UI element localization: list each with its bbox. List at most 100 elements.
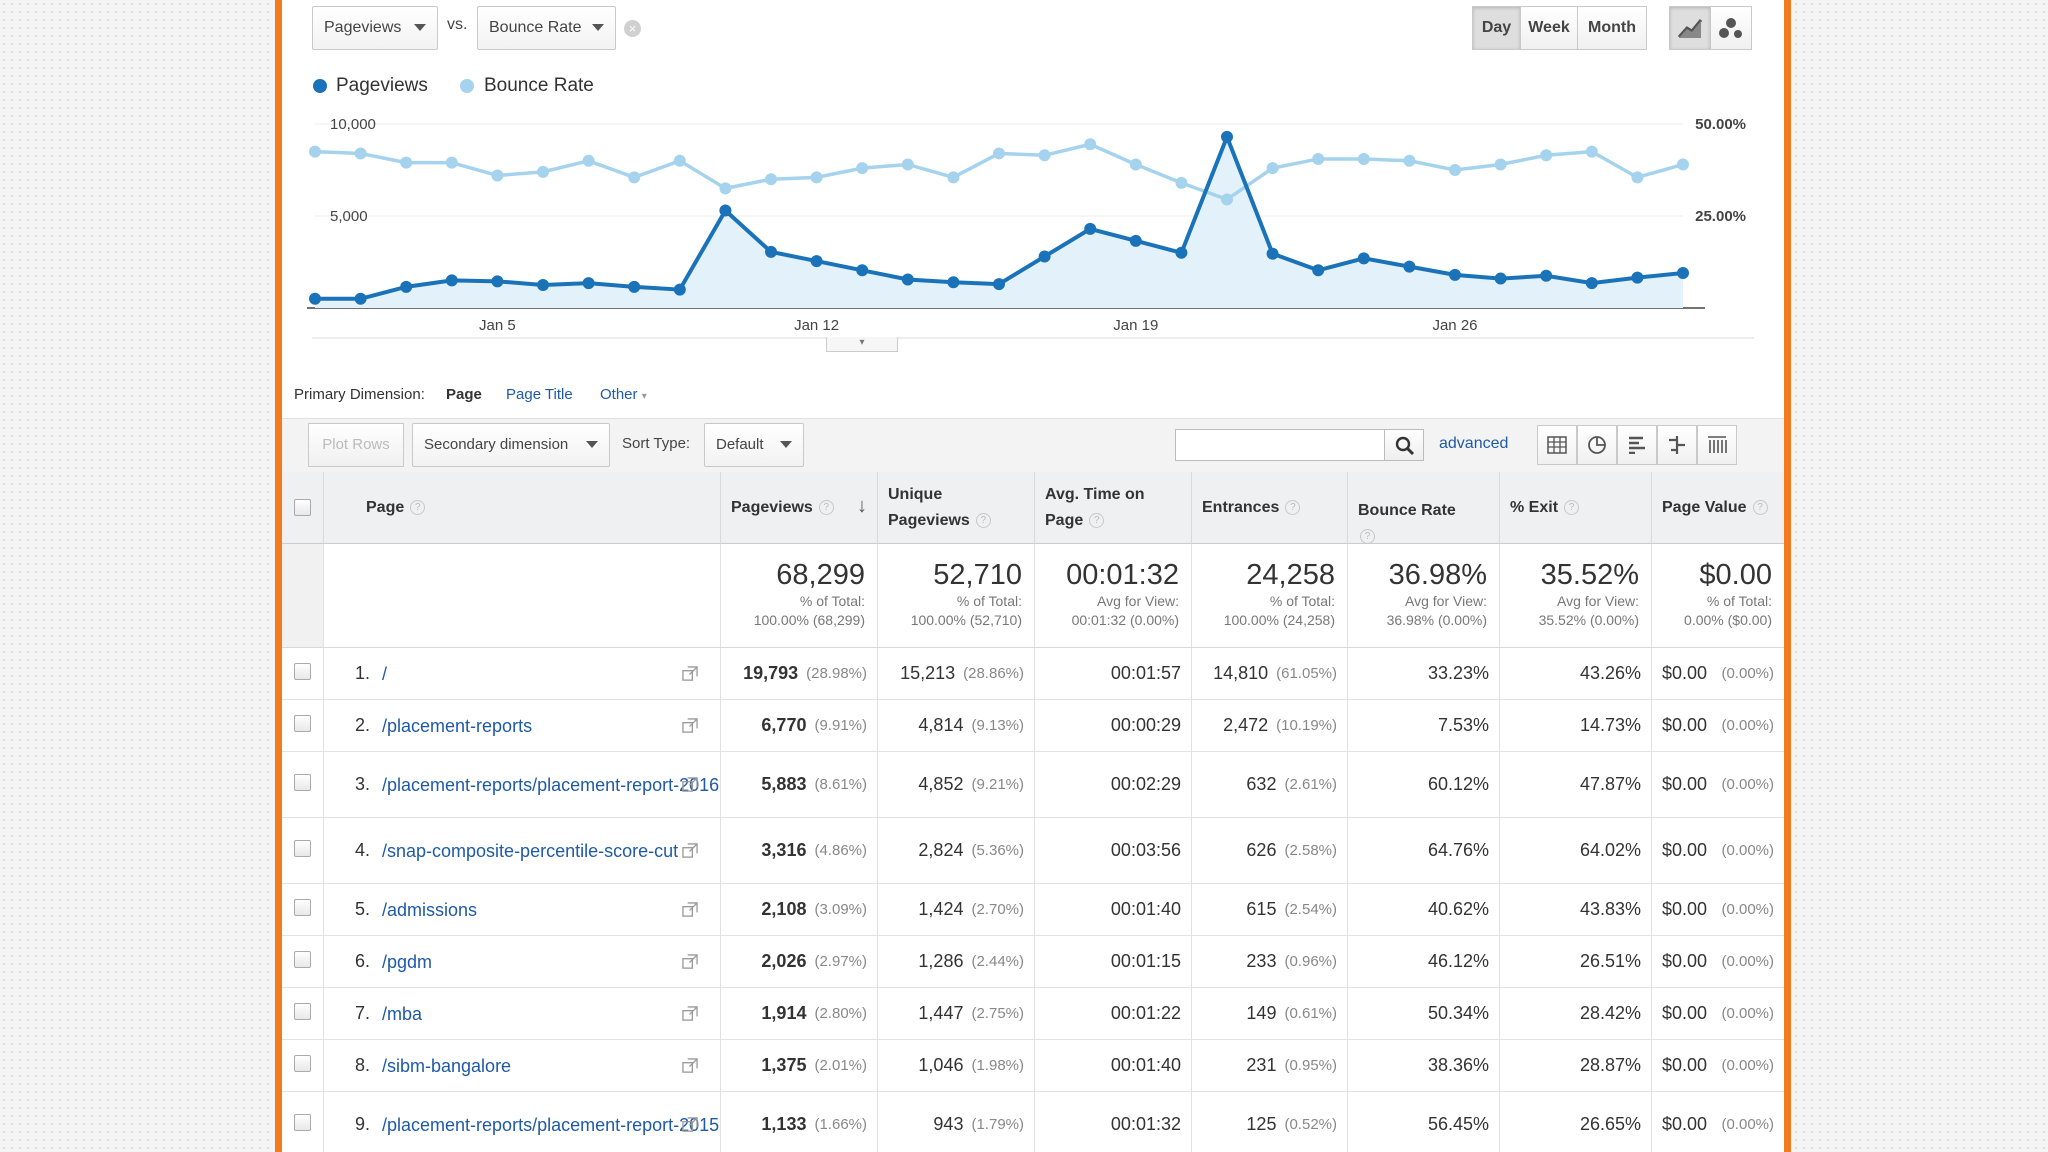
- page-link[interactable]: /: [382, 663, 388, 684]
- dimension-other[interactable]: Other ▾: [600, 386, 647, 403]
- row-checkbox[interactable]: [294, 1003, 311, 1020]
- page-link[interactable]: /mba: [382, 1003, 423, 1024]
- page-link[interactable]: /placement-reports: [382, 715, 533, 736]
- table-row: 7. /mba 1,914 (2.80%) 1,447 (2.75%) 00:01:22 14…: [282, 988, 1784, 1040]
- metric-cell: 125 (0.52%): [1192, 1092, 1348, 1152]
- header-avg-time[interactable]: Avg. Time on Page?: [1035, 472, 1192, 544]
- metric-value: 00:01:40: [1110, 899, 1181, 919]
- pageviews-legend-dot: [313, 79, 327, 93]
- advanced-link[interactable]: advanced: [1439, 435, 1509, 452]
- pageviews-point: [947, 276, 960, 289]
- remove-comparison-icon[interactable]: ×: [624, 20, 641, 37]
- page-link[interactable]: /placement-reports/placement-report-2015: [382, 1114, 720, 1135]
- table-view-icon[interactable]: [1537, 425, 1577, 465]
- collapse-chart-handle[interactable]: ▾: [826, 337, 898, 352]
- bounce-rate-point: [1266, 162, 1279, 175]
- select-all-checkbox[interactable]: [294, 499, 311, 516]
- secondary-dimension-select[interactable]: Secondary dimension: [412, 423, 610, 467]
- help-icon[interactable]: ?: [410, 499, 426, 515]
- metric-value: 40.62%: [1427, 899, 1489, 919]
- open-page-icon[interactable]: [682, 717, 698, 734]
- metric-cell: $0.00 (0.00%): [1652, 818, 1784, 883]
- metric-value: 626: [1246, 840, 1277, 860]
- totals-cell: 52,710 % of Total: 100.00% (52,710): [878, 544, 1035, 648]
- metric-percent: (8.61%): [814, 776, 867, 793]
- page-link[interactable]: /pgdm: [382, 951, 433, 972]
- metric2-select[interactable]: Bounce Rate: [477, 6, 616, 50]
- page-link[interactable]: /sibm-bangalore: [382, 1055, 512, 1076]
- search-icon: [1395, 436, 1415, 456]
- row-checkbox[interactable]: [294, 1055, 311, 1072]
- help-icon[interactable]: ?: [1360, 529, 1375, 545]
- row-checkbox[interactable]: [294, 840, 311, 857]
- metric-value: 00:01:57: [1110, 663, 1181, 683]
- dimension-page-title[interactable]: Page Title: [506, 386, 573, 403]
- row-number: 7.: [354, 1003, 370, 1023]
- bounce-rate-point: [1631, 171, 1644, 184]
- row-checkbox[interactable]: [294, 1114, 311, 1131]
- header-entrances-label: Entrances: [1202, 498, 1280, 516]
- row-checkbox[interactable]: [294, 663, 311, 680]
- open-page-icon[interactable]: [682, 1005, 698, 1022]
- performance-view-icon[interactable]: [1617, 425, 1657, 465]
- help-icon[interactable]: ?: [1564, 499, 1580, 515]
- open-page-icon[interactable]: [682, 1057, 698, 1074]
- plot-rows-button[interactable]: Plot Rows: [308, 423, 404, 467]
- pageviews-point: [1312, 264, 1325, 277]
- help-icon[interactable]: ?: [975, 512, 991, 528]
- help-icon[interactable]: ?: [1089, 512, 1105, 528]
- comparison-view-icon[interactable]: [1657, 425, 1697, 465]
- dimension-page[interactable]: Page: [446, 386, 482, 403]
- metric1-select[interactable]: Pageviews: [312, 6, 438, 50]
- metric-percent: (2.97%): [814, 953, 867, 970]
- help-icon[interactable]: ?: [1752, 499, 1768, 515]
- week-button[interactable]: Week: [1520, 6, 1578, 50]
- row-checkbox[interactable]: [294, 951, 311, 968]
- line-chart-icon[interactable]: [1669, 6, 1711, 50]
- header-bounce-rate[interactable]: Bounce Rate?: [1348, 472, 1500, 545]
- motion-chart-icon[interactable]: [1710, 6, 1752, 50]
- sort-type-select[interactable]: Default: [704, 423, 804, 467]
- help-icon[interactable]: ?: [1285, 499, 1301, 515]
- metric-cell: 28.42%: [1500, 988, 1652, 1039]
- header-page-value[interactable]: Page Value?: [1652, 472, 1784, 544]
- open-page-icon[interactable]: [682, 842, 698, 859]
- pageviews-point: [673, 283, 686, 296]
- search-button[interactable]: [1384, 429, 1424, 461]
- open-page-icon[interactable]: [682, 953, 698, 970]
- table-search-input[interactable]: [1175, 429, 1385, 461]
- header-page[interactable]: Page?: [324, 472, 721, 544]
- header-pageviews[interactable]: Pageviews? ↓: [721, 472, 878, 544]
- metric-value: 50.34%: [1427, 1003, 1489, 1023]
- pivot-view-icon[interactable]: [1697, 425, 1737, 465]
- bounce-rate-point: [993, 147, 1005, 160]
- open-page-icon[interactable]: [682, 901, 698, 918]
- open-page-icon[interactable]: [682, 776, 698, 793]
- dimension-page-title-label: Page Title: [506, 386, 573, 403]
- metric-value: $0.00: [1662, 715, 1708, 735]
- day-button[interactable]: Day: [1472, 6, 1521, 50]
- metric-value: $0.00: [1662, 1055, 1708, 1075]
- open-page-icon[interactable]: [682, 1116, 698, 1133]
- header-exit[interactable]: % Exit?: [1500, 472, 1652, 544]
- row-checkbox[interactable]: [294, 774, 311, 791]
- open-page-icon[interactable]: [682, 665, 698, 682]
- bounce-rate-point: [1403, 154, 1416, 167]
- row-checkbox[interactable]: [294, 899, 311, 916]
- page-link[interactable]: /snap-composite-percentile-score-cut: [382, 840, 679, 861]
- metric-value: 7.53%: [1437, 715, 1489, 735]
- month-button[interactable]: Month: [1577, 6, 1647, 50]
- pie-view-icon[interactable]: [1577, 425, 1617, 465]
- header-entrances[interactable]: Entrances?: [1192, 472, 1348, 544]
- help-icon[interactable]: ?: [818, 499, 834, 515]
- row-checkbox-cell: [282, 988, 324, 1039]
- pageviews-point: [491, 275, 504, 288]
- bounce-rate-point: [856, 162, 869, 175]
- page-link[interactable]: /placement-reports/placement-report-2016: [382, 774, 720, 795]
- metric-cell: 47.87%: [1500, 752, 1652, 817]
- metric-value: 2,026: [761, 951, 807, 971]
- row-checkbox[interactable]: [294, 715, 311, 732]
- line-chart[interactable]: 10,000 5,000 50.00% 25.00% Jan 5 Jan 12 Jan 19…: [282, 100, 1782, 360]
- page-link[interactable]: /admissions: [382, 899, 478, 920]
- header-unique-pageviews[interactable]: Unique Pageviews?: [878, 472, 1035, 544]
